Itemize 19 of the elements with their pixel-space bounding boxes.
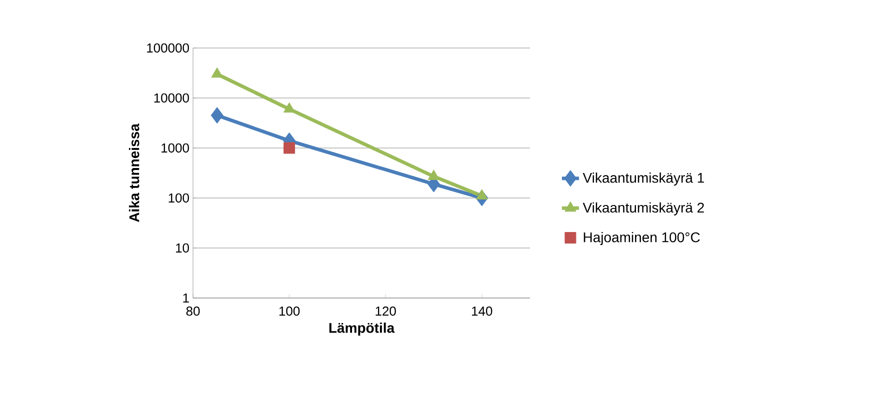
point bbox=[284, 142, 296, 154]
x-tick-label: 140 bbox=[472, 306, 492, 316]
x-axis-title: Lämpötila bbox=[329, 322, 395, 336]
legend-label: Vikaantumiskäyrä 1 bbox=[582, 172, 704, 186]
point bbox=[476, 189, 488, 200]
x-tick-label: 80 bbox=[186, 306, 200, 316]
y-tick-label: 10 bbox=[176, 243, 189, 253]
x-tick-label: 100 bbox=[279, 306, 300, 316]
y-tick-label: 1000 bbox=[162, 143, 189, 153]
y-tick-label: 1 bbox=[183, 294, 189, 302]
y-tick-label: 100 bbox=[168, 193, 189, 203]
point bbox=[210, 107, 224, 124]
y-tick-label: 100000 bbox=[147, 43, 189, 53]
x-tick-label: 120 bbox=[376, 306, 396, 316]
legend-label: Vikaantumiskäyrä 2 bbox=[582, 202, 704, 216]
y-axis-title: Aika tunneissa bbox=[128, 124, 140, 222]
y-tick-label: 10000 bbox=[154, 93, 189, 103]
legend-label: Hajoaminen 100°C bbox=[584, 232, 700, 246]
point bbox=[211, 67, 223, 78]
